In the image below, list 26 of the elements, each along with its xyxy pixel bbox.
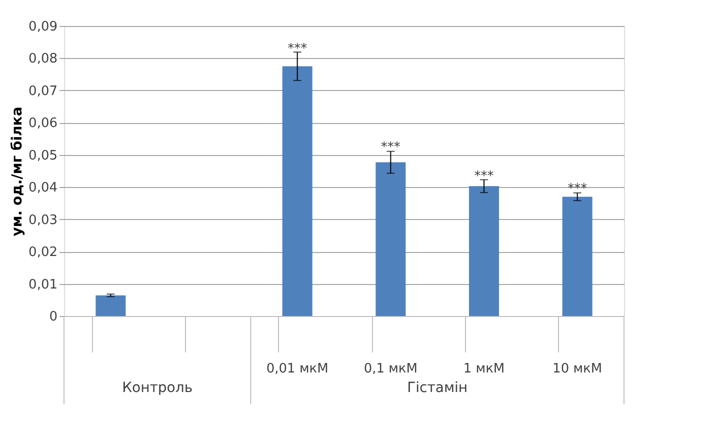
annotation: *** — [474, 168, 494, 184]
y-tick-label: 0,02 — [28, 245, 58, 260]
annotation: *** — [380, 140, 401, 155]
x-tick-label: 10 мкМ — [552, 362, 602, 376]
bar — [469, 186, 499, 316]
annotation: *** — [568, 182, 588, 197]
y-tick-label: 0,04 — [28, 180, 58, 196]
y-tick-label: 0,06 — [28, 116, 58, 132]
text: Контроль — [122, 380, 193, 396]
bar — [562, 196, 592, 316]
y-tick-label: 0,08 — [28, 52, 58, 67]
y-tick-label: 0,09 — [28, 20, 58, 34]
y-tick-label: 0,05 — [28, 148, 58, 164]
y-tick-label: 0,03 — [28, 212, 58, 228]
text: Гістамін — [407, 380, 468, 396]
y-axis-title: ум. од./мг білка — [10, 106, 26, 236]
bar — [96, 295, 126, 316]
y-tick-label: 0,01 — [28, 277, 58, 292]
bar — [282, 66, 312, 316]
x-tick-label: 0,01 мкМ — [266, 362, 328, 376]
annotation: *** — [288, 42, 308, 57]
bar — [376, 162, 406, 316]
x-tick-label: 0,1 мкМ — [364, 362, 418, 376]
x-tick-label: 1 мкМ — [463, 362, 505, 376]
y-tick-label: 0,07 — [28, 84, 58, 99]
y-tick-label: 0 — [49, 310, 58, 324]
